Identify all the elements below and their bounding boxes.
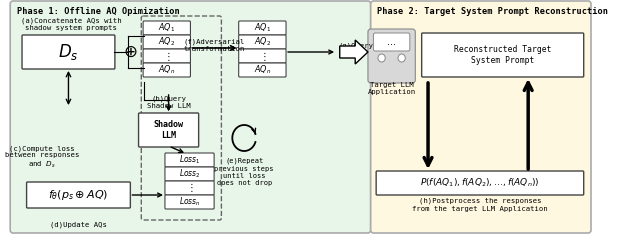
FancyBboxPatch shape (422, 33, 584, 77)
Text: (h)Postprocess the responses
from the target LLM Application: (h)Postprocess the responses from the ta… (412, 198, 548, 212)
Text: (a)Concatenate AQs with
shadow system prompts: (a)Concatenate AQs with shadow system pr… (21, 17, 122, 31)
Text: $P(f(AQ_1),f(AQ_2),\ldots,f(AQ_n))$: $P(f(AQ_1),f(AQ_2),\ldots,f(AQ_n))$ (420, 177, 540, 189)
Text: $Loss_1$: $Loss_1$ (179, 154, 200, 166)
FancyBboxPatch shape (165, 195, 214, 209)
Text: $AQ_n$: $AQ_n$ (158, 64, 175, 76)
Text: $AQ_n$: $AQ_n$ (253, 64, 271, 76)
Text: (d)Update AQs: (d)Update AQs (50, 221, 107, 227)
FancyBboxPatch shape (165, 153, 214, 167)
Text: $AQ_1$: $AQ_1$ (253, 22, 271, 34)
FancyBboxPatch shape (239, 63, 286, 77)
Text: (c)Compute loss
between responses
and $D_s$: (c)Compute loss between responses and $D… (5, 145, 79, 170)
FancyBboxPatch shape (373, 33, 410, 51)
FancyBboxPatch shape (239, 49, 286, 63)
Text: $\vdots$: $\vdots$ (186, 181, 193, 195)
Polygon shape (340, 40, 368, 64)
Circle shape (378, 54, 385, 62)
FancyBboxPatch shape (376, 171, 584, 195)
FancyBboxPatch shape (239, 21, 286, 35)
Text: $Loss_n$: $Loss_n$ (179, 196, 200, 208)
Text: (f)Adversarial
transformation: (f)Adversarial transformation (184, 38, 244, 51)
FancyBboxPatch shape (10, 1, 371, 233)
Text: $AQ_2$: $AQ_2$ (158, 36, 175, 48)
Text: Shadow
LLM: Shadow LLM (154, 120, 184, 140)
Text: $AQ_2$: $AQ_2$ (253, 36, 271, 48)
Text: Target LLM
Application: Target LLM Application (367, 82, 416, 95)
Text: $Loss_2$: $Loss_2$ (179, 168, 200, 180)
FancyBboxPatch shape (27, 182, 131, 208)
FancyBboxPatch shape (143, 35, 191, 49)
Text: Phase 2: Target System Prompt Reconstruction: Phase 2: Target System Prompt Reconstruc… (377, 7, 608, 16)
Text: $f_\theta(p_s \oplus AQ)$: $f_\theta(p_s \oplus AQ)$ (49, 188, 109, 202)
FancyBboxPatch shape (138, 113, 198, 147)
Text: Phase 1: Offline AQ Opimization: Phase 1: Offline AQ Opimization (17, 7, 179, 16)
Text: $\vdots$: $\vdots$ (163, 50, 170, 63)
Text: (b)Query
Shadow LLM: (b)Query Shadow LLM (147, 96, 191, 110)
Text: Reconstructed Target
System Prompt: Reconstructed Target System Prompt (454, 45, 552, 65)
FancyBboxPatch shape (371, 1, 591, 233)
FancyBboxPatch shape (239, 35, 286, 49)
Text: $\oplus$: $\oplus$ (123, 43, 138, 61)
Text: $\vdots$: $\vdots$ (259, 50, 266, 63)
FancyBboxPatch shape (143, 49, 191, 63)
FancyBboxPatch shape (22, 35, 115, 69)
Text: (e)Repeat
previous steps
until loss
does not drop: (e)Repeat previous steps until loss does… (214, 158, 274, 185)
Text: $D_s$: $D_s$ (58, 42, 79, 62)
Circle shape (398, 54, 405, 62)
FancyBboxPatch shape (165, 181, 214, 195)
Text: ...: ... (387, 37, 396, 47)
Text: $AQ_1$: $AQ_1$ (158, 22, 175, 34)
Text: (g)Query: (g)Query (339, 42, 374, 48)
FancyBboxPatch shape (143, 21, 191, 35)
FancyBboxPatch shape (143, 63, 191, 77)
FancyBboxPatch shape (368, 29, 415, 83)
FancyBboxPatch shape (165, 167, 214, 181)
